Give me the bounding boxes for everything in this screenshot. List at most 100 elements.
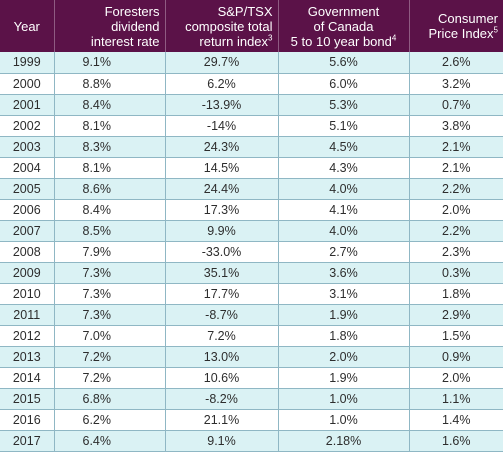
- table-row: 2017 6.4% 9.1% 2.18% 1.6%: [0, 430, 503, 452]
- cell-foresters-rate: 7.3%: [54, 262, 166, 284]
- cell-cpi: 2.0%: [409, 367, 503, 389]
- cell-year: 2017: [0, 430, 55, 452]
- footnote-mark: 4: [391, 33, 397, 43]
- cell-sp-tsx-return: -14%: [165, 115, 279, 137]
- cell-year: 2007: [0, 220, 55, 242]
- cell-government-bond: 1.8%: [278, 325, 410, 347]
- cell-foresters-rate: 6.4%: [54, 430, 166, 452]
- cell-foresters-rate: 8.1%: [54, 115, 166, 137]
- cell-sp-tsx-return: 10.6%: [165, 367, 279, 389]
- cell-year: 1999: [0, 52, 55, 74]
- cell-foresters-rate: 8.4%: [54, 199, 166, 221]
- cell-government-bond: 1.9%: [278, 304, 410, 326]
- cell-year: 2001: [0, 94, 55, 116]
- cell-sp-tsx-return: 7.2%: [165, 325, 279, 347]
- cell-government-bond: 2.7%: [278, 241, 410, 263]
- table-row: 2012 7.0% 7.2% 1.8% 1.5%: [0, 325, 503, 347]
- cell-year: 2013: [0, 346, 55, 368]
- table-row: 2006 8.4% 17.3% 4.1% 2.0%: [0, 199, 503, 221]
- cell-sp-tsx-return: 9.1%: [165, 430, 279, 452]
- cell-cpi: 0.3%: [409, 262, 503, 284]
- cell-government-bond: 1.0%: [278, 409, 410, 431]
- cell-government-bond: 5.6%: [278, 52, 410, 74]
- cell-foresters-rate: 8.6%: [54, 178, 166, 200]
- cell-government-bond: 1.0%: [278, 388, 410, 410]
- cell-government-bond: 2.18%: [278, 430, 410, 452]
- table-row: 2011 7.3% -8.7% 1.9% 2.9%: [0, 304, 503, 326]
- cell-cpi: 3.8%: [409, 115, 503, 137]
- cell-foresters-rate: 8.1%: [54, 157, 166, 179]
- cell-sp-tsx-return: 17.3%: [165, 199, 279, 221]
- table-row: 2000 8.8% 6.2% 6.0% 3.2%: [0, 73, 503, 95]
- cell-government-bond: 3.1%: [278, 283, 410, 305]
- cell-government-bond: 4.1%: [278, 199, 410, 221]
- cell-cpi: 2.2%: [409, 178, 503, 200]
- table-row: 2005 8.6% 24.4% 4.0% 2.2%: [0, 178, 503, 200]
- cell-year: 2002: [0, 115, 55, 137]
- cell-year: 2005: [0, 178, 55, 200]
- cell-cpi: 1.4%: [409, 409, 503, 431]
- cell-foresters-rate: 8.4%: [54, 94, 166, 116]
- cell-government-bond: 4.5%: [278, 136, 410, 158]
- table-header: Year Foresters dividend interest rate S&P/…: [0, 0, 503, 52]
- cell-foresters-rate: 8.3%: [54, 136, 166, 158]
- cell-sp-tsx-return: 29.7%: [165, 52, 279, 74]
- cell-sp-tsx-return: 6.2%: [165, 73, 279, 95]
- table-row: 2010 7.3% 17.7% 3.1% 1.8%: [0, 283, 503, 305]
- cell-government-bond: 4.3%: [278, 157, 410, 179]
- cell-foresters-rate: 8.5%: [54, 220, 166, 242]
- header-year: Year: [0, 0, 55, 52]
- cell-cpi: 2.6%: [409, 52, 503, 74]
- cell-cpi: 2.9%: [409, 304, 503, 326]
- cell-sp-tsx-return: 13.0%: [165, 346, 279, 368]
- table-row: 2008 7.9% -33.0% 2.7% 2.3%: [0, 241, 503, 263]
- table-row: 2004 8.1% 14.5% 4.3% 2.1%: [0, 157, 503, 179]
- cell-foresters-rate: 7.2%: [54, 346, 166, 368]
- cell-government-bond: 2.0%: [278, 346, 410, 368]
- cell-sp-tsx-return: -13.9%: [165, 94, 279, 116]
- cell-cpi: 2.1%: [409, 157, 503, 179]
- cell-foresters-rate: 6.8%: [54, 388, 166, 410]
- cell-government-bond: 5.3%: [278, 94, 410, 116]
- footnote-mark: 5: [493, 25, 498, 35]
- cell-year: 2000: [0, 73, 55, 95]
- cell-year: 2009: [0, 262, 55, 284]
- cell-cpi: 1.1%: [409, 388, 503, 410]
- cell-cpi: 2.1%: [409, 136, 503, 158]
- cell-year: 2016: [0, 409, 55, 431]
- cell-year: 2011: [0, 304, 55, 326]
- table-row: 2007 8.5% 9.9% 4.0% 2.2%: [0, 220, 503, 242]
- cell-sp-tsx-return: 24.4%: [165, 178, 279, 200]
- cell-cpi: 1.8%: [409, 283, 503, 305]
- cell-cpi: 2.3%: [409, 241, 503, 263]
- header-foresters-rate: Foresters dividend interest rate: [54, 0, 166, 52]
- cell-government-bond: 5.1%: [278, 115, 410, 137]
- cell-sp-tsx-return: -33.0%: [165, 241, 279, 263]
- cell-sp-tsx-return: 35.1%: [165, 262, 279, 284]
- cell-foresters-rate: 6.2%: [54, 409, 166, 431]
- cell-cpi: 0.7%: [409, 94, 503, 116]
- cell-foresters-rate: 7.0%: [54, 325, 166, 347]
- cell-foresters-rate: 7.3%: [54, 304, 166, 326]
- cell-year: 2014: [0, 367, 55, 389]
- cell-cpi: 0.9%: [409, 346, 503, 368]
- cell-cpi: 1.6%: [409, 430, 503, 452]
- cell-cpi: 3.2%: [409, 73, 503, 95]
- cell-government-bond: 6.0%: [278, 73, 410, 95]
- cell-government-bond: 4.0%: [278, 178, 410, 200]
- table-row: 1999 9.1% 29.7% 5.6% 2.6%: [0, 52, 503, 74]
- cell-foresters-rate: 7.2%: [54, 367, 166, 389]
- cell-government-bond: 1.9%: [278, 367, 410, 389]
- cell-sp-tsx-return: -8.2%: [165, 388, 279, 410]
- cell-year: 2006: [0, 199, 55, 221]
- cell-foresters-rate: 8.8%: [54, 73, 166, 95]
- table-row: 2015 6.8% -8.2% 1.0% 1.1%: [0, 388, 503, 410]
- cell-year: 2008: [0, 241, 55, 263]
- table-row: 2001 8.4% -13.9% 5.3% 0.7%: [0, 94, 503, 116]
- cell-government-bond: 4.0%: [278, 220, 410, 242]
- header-cpi: Consumer Price Index5: [409, 0, 503, 52]
- table-row: 2013 7.2% 13.0% 2.0% 0.9%: [0, 346, 503, 368]
- footnote-mark: 3: [268, 33, 273, 43]
- cell-year: 2012: [0, 325, 55, 347]
